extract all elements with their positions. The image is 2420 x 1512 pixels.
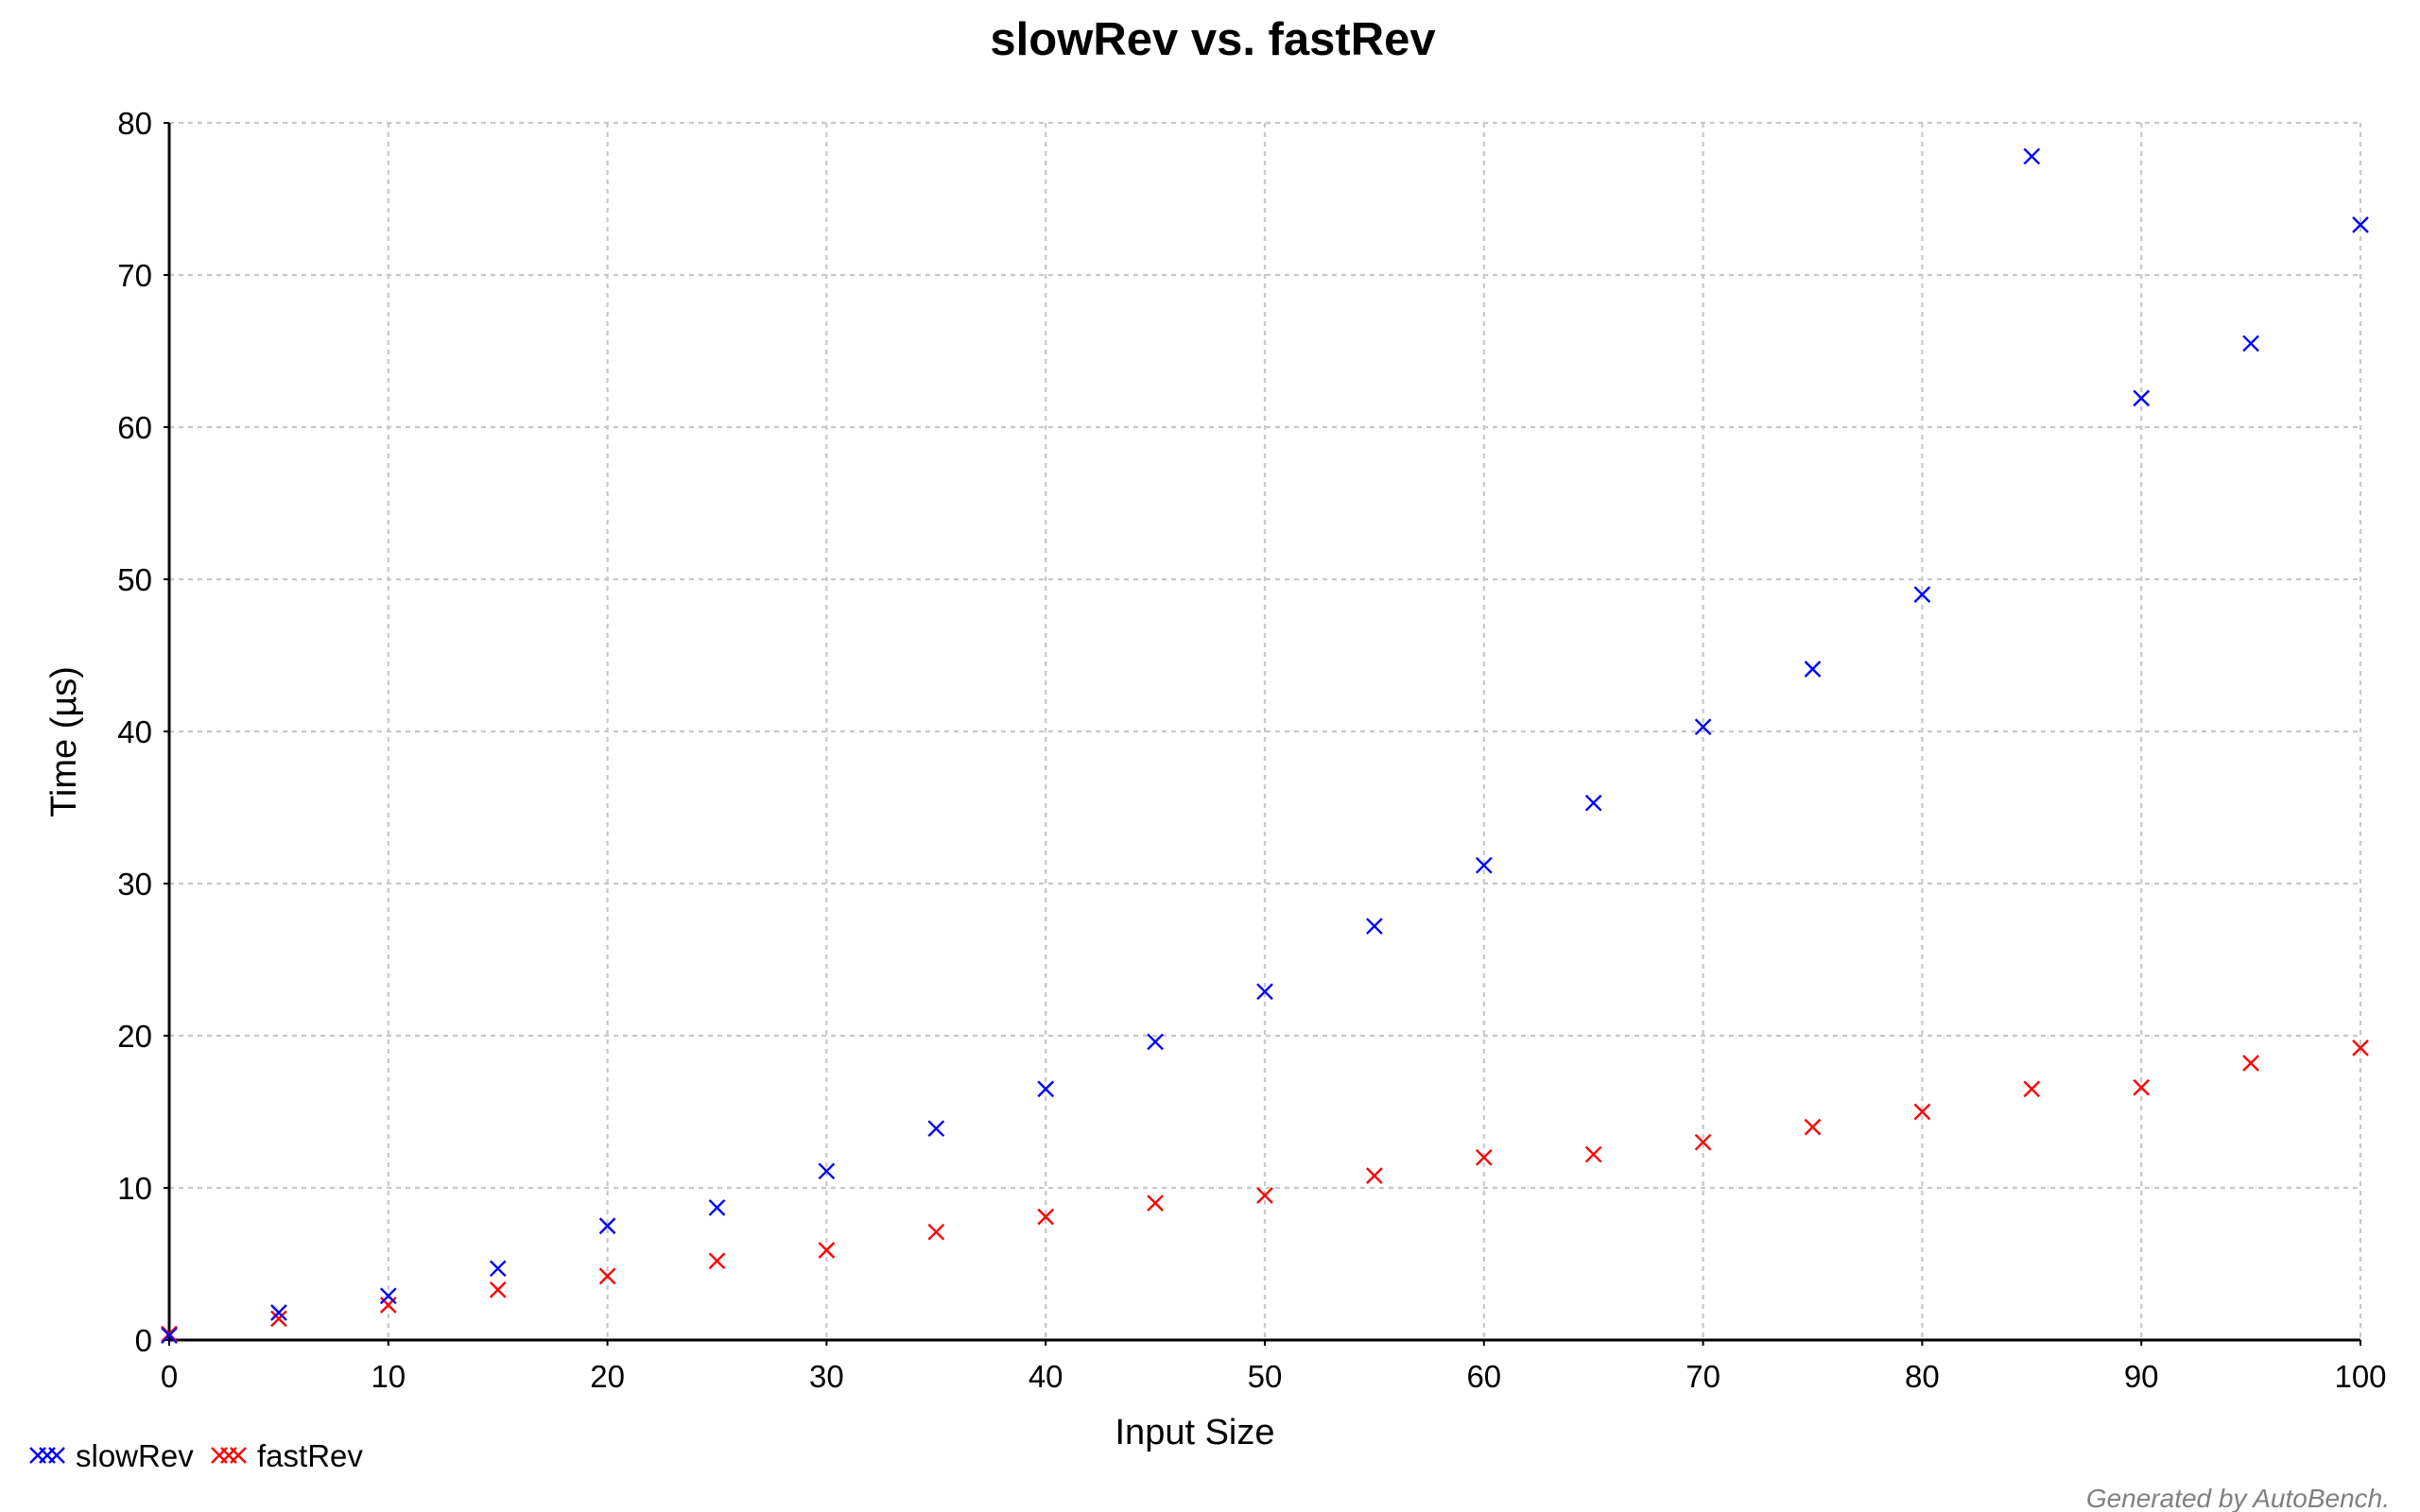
legend-marker-icon bbox=[48, 1447, 65, 1464]
grid bbox=[169, 121, 2362, 1340]
slowRev-point bbox=[161, 1327, 178, 1345]
fastRev-point bbox=[1804, 1118, 1822, 1136]
fastRev-point bbox=[1694, 1133, 1712, 1151]
fastRev-point bbox=[1475, 1148, 1493, 1166]
fastRev-point bbox=[2023, 1080, 2041, 1098]
slowRev-point bbox=[1584, 794, 1602, 812]
y-tick-label: 70 bbox=[117, 258, 152, 293]
slowRev-point bbox=[2023, 147, 2041, 165]
slowRev-point bbox=[1804, 661, 1822, 678]
fastRev-point bbox=[270, 1310, 287, 1328]
fastRev-point bbox=[1584, 1145, 1602, 1163]
slowRev-point bbox=[1694, 718, 1712, 736]
fastRev-point bbox=[1256, 1187, 1273, 1204]
slowRev-point bbox=[489, 1260, 507, 1278]
y-tick-label: 20 bbox=[117, 1019, 152, 1054]
slowRev-point bbox=[2133, 389, 2151, 407]
y-tick-label: 30 bbox=[117, 867, 152, 902]
slowRev-point bbox=[1147, 1033, 1164, 1051]
fastRev-point bbox=[2242, 1055, 2259, 1072]
slowRev-point bbox=[2352, 216, 2369, 233]
x-tick-label: 70 bbox=[1685, 1359, 1720, 1394]
fastRev-point bbox=[818, 1242, 836, 1259]
tick-labels: 0 10 20 30 40 50 60 70 80 90 100 0 10 20 30 40 50 60 70 80 bbox=[117, 106, 2386, 1394]
fastRev-point bbox=[489, 1281, 507, 1298]
legend-item-fastRev: fastRev bbox=[211, 1438, 363, 1473]
y-tick-label: 50 bbox=[117, 562, 152, 597]
slowRev-point bbox=[818, 1162, 836, 1180]
chart-title: slowRev vs. fastRev bbox=[990, 14, 1436, 65]
fastRev-point bbox=[2352, 1040, 2369, 1057]
x-tick-label: 80 bbox=[1905, 1359, 1940, 1394]
slowRev-point bbox=[598, 1217, 616, 1235]
x-tick-label: 10 bbox=[371, 1359, 406, 1394]
x-axis-label: Input Size bbox=[1115, 1413, 1275, 1452]
slowRev-point bbox=[379, 1287, 397, 1305]
x-tick-label: 50 bbox=[1248, 1359, 1283, 1394]
fastRev-point bbox=[1913, 1103, 1931, 1121]
y-axis-label: Time (µs) bbox=[44, 666, 84, 817]
fastRev-point bbox=[2133, 1078, 2151, 1096]
y-tick-label: 40 bbox=[117, 714, 152, 749]
fastRev-point bbox=[598, 1267, 616, 1285]
x-tick-label: 90 bbox=[2124, 1359, 2159, 1394]
legend-label: slowRev bbox=[76, 1438, 194, 1473]
slowRev-point bbox=[1037, 1080, 1055, 1098]
fastRev-point bbox=[1147, 1194, 1164, 1211]
fastRev-point bbox=[1366, 1167, 1383, 1184]
x-tick-label: 100 bbox=[2334, 1359, 2386, 1394]
x-tick-label: 60 bbox=[1466, 1359, 1501, 1394]
x-tick-label: 20 bbox=[590, 1359, 625, 1394]
slowRev-point bbox=[1475, 856, 1493, 874]
legend-item-slowRev: slowRev bbox=[29, 1438, 194, 1473]
legend: slowRev fastRev bbox=[29, 1438, 363, 1473]
legend-marker-icon bbox=[230, 1447, 247, 1464]
x-tick-label: 0 bbox=[161, 1359, 178, 1394]
slowRev-point bbox=[1913, 586, 1931, 603]
slowRev-point bbox=[708, 1199, 726, 1216]
slowRev-point bbox=[1256, 983, 1273, 1001]
y-tick-label: 10 bbox=[117, 1171, 152, 1206]
axes bbox=[164, 122, 2361, 1346]
slowRev-point bbox=[2242, 335, 2259, 352]
fastRev-point bbox=[1037, 1208, 1055, 1226]
slowRev-point bbox=[1366, 918, 1383, 935]
fastRev-point bbox=[927, 1223, 945, 1241]
fastRev-point bbox=[708, 1252, 726, 1270]
footer-credit: Generated by AutoBench. bbox=[2086, 1484, 2390, 1512]
slowRev-point bbox=[270, 1304, 287, 1321]
y-tick-label: 0 bbox=[135, 1323, 152, 1358]
x-tick-label: 30 bbox=[809, 1359, 844, 1394]
slowRev-point bbox=[927, 1120, 945, 1138]
data-points bbox=[161, 147, 2369, 1345]
x-tick-label: 40 bbox=[1028, 1359, 1063, 1394]
y-tick-label: 80 bbox=[117, 106, 152, 141]
y-tick-label: 60 bbox=[117, 410, 152, 445]
legend-label: fastRev bbox=[257, 1438, 363, 1473]
